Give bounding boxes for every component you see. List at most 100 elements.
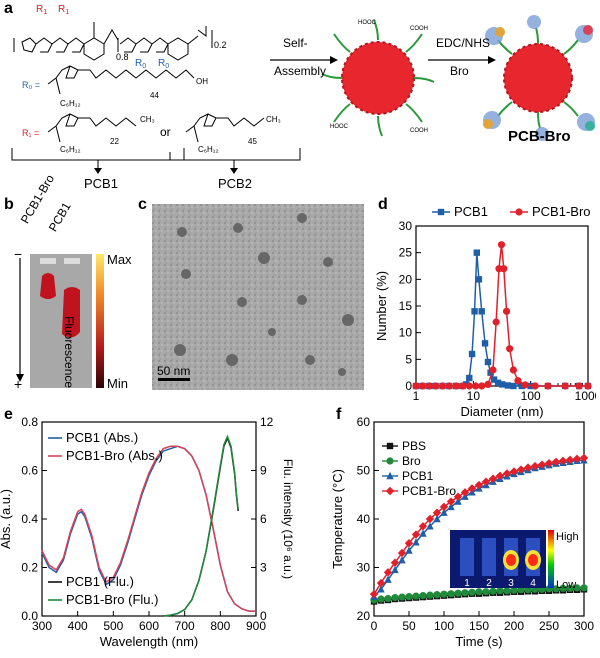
data-point (523, 463, 533, 472)
data-point (499, 381, 506, 388)
legend-marker (386, 442, 394, 450)
r1-def: R₁ = (22, 128, 39, 138)
data-point (537, 460, 547, 469)
x-tick-label: 100 (521, 389, 541, 403)
data-point (391, 593, 399, 602)
data-point (580, 584, 588, 592)
x-tick-label: 900 (246, 619, 266, 633)
data-point (510, 382, 517, 390)
data-point (412, 538, 420, 546)
data-point (551, 457, 561, 466)
data-point (521, 381, 529, 389)
data-point (565, 455, 575, 465)
legend-label: PCB1-Bro (532, 204, 591, 219)
x-tick-label: 200 (504, 619, 524, 633)
data-point (473, 249, 481, 256)
data-point (573, 584, 581, 592)
panel-b-label: b (4, 196, 14, 213)
legend-label: PCB1 (Abs.) (66, 430, 138, 445)
data-point (461, 589, 469, 597)
inset-colorbar (548, 530, 554, 588)
legend-label: PCB1-Bro (Abs.) (66, 448, 163, 463)
hooc-1: HOOC (358, 20, 377, 26)
data-point (398, 556, 406, 564)
data-point (478, 382, 486, 390)
inset-tube (460, 538, 474, 576)
data-point (504, 382, 512, 389)
r0-label-2: R0 (158, 58, 169, 70)
data-point (446, 497, 456, 506)
data-point (426, 591, 434, 599)
data-point (489, 366, 497, 374)
fluorescence-colorbar (96, 254, 104, 388)
y-tick-label: 15 (399, 299, 413, 313)
y-tick-label: 20 (399, 272, 413, 286)
legend-label: Bro (402, 454, 421, 468)
inset-tube-label: 2 (486, 578, 492, 589)
y-tick-label: 0.6 (21, 464, 38, 478)
data-point (453, 492, 463, 501)
data-point (559, 584, 567, 592)
data-point (398, 593, 406, 601)
data-point (419, 529, 427, 537)
pcb1-label: PCB1 (84, 176, 118, 191)
panel-f-label: f (336, 406, 342, 423)
data-point (579, 453, 589, 463)
data-point (530, 461, 540, 471)
data-point (544, 382, 552, 390)
data-point (465, 382, 473, 390)
data-point (516, 465, 526, 474)
x-axis-label: Time (s) (455, 634, 502, 649)
legend-marker (437, 208, 445, 216)
colorbar-min: Min (107, 376, 128, 391)
inset-tube-label: 1 (464, 578, 470, 589)
x-tick-label: 300 (32, 619, 52, 633)
gel-image (16, 254, 104, 388)
data-point (425, 514, 435, 524)
data-point (484, 358, 492, 366)
data-point (561, 382, 569, 390)
data-point (467, 484, 477, 493)
data-point (418, 382, 427, 390)
nanoparticle-2 (483, 15, 595, 141)
data-point (484, 380, 492, 388)
lane-pcb1: PCB1 (45, 199, 74, 234)
data-point (478, 308, 485, 315)
y-tick-label: 0.0 (21, 609, 38, 623)
data-point (445, 382, 453, 390)
data-point (419, 592, 427, 600)
y-tick-label: 0 (405, 379, 412, 393)
data-point (433, 591, 441, 599)
x-tick-label: 400 (68, 619, 88, 633)
data-point (509, 467, 519, 476)
data-point (584, 382, 592, 390)
data-point (404, 539, 414, 548)
data-point (391, 565, 399, 574)
pcb-bro-label: PCB-Bro (508, 128, 571, 145)
data-point (544, 459, 554, 468)
y-tick-label: 0.4 (21, 512, 38, 526)
poly-sub-right: 0.2 (214, 40, 227, 50)
data-point (558, 456, 568, 465)
r0-label: R0 (135, 58, 146, 70)
data-point (405, 546, 413, 554)
data-point (452, 382, 460, 390)
y-axis-label: Temperature (°C) (330, 469, 345, 569)
data-point (425, 382, 433, 390)
data-point (497, 241, 506, 249)
x-tick-label: 10 (467, 389, 481, 403)
data-point (468, 588, 476, 596)
tem-particles (174, 213, 354, 376)
y2-tick-label: 6 (260, 512, 267, 526)
x-axis-label: Wavelength (nm) (100, 634, 199, 649)
y-tick-label: 50 (357, 464, 371, 478)
arrow2-line1: EDC/NHS (436, 36, 491, 50)
data-point (377, 595, 385, 603)
r1b-c6: C₆H₁₂ (198, 145, 219, 154)
legend-marker (386, 471, 394, 480)
data-point (439, 502, 449, 512)
hooc-2: HOOC (330, 124, 349, 130)
series-line-pcb1-bro-abs- (41, 445, 256, 612)
